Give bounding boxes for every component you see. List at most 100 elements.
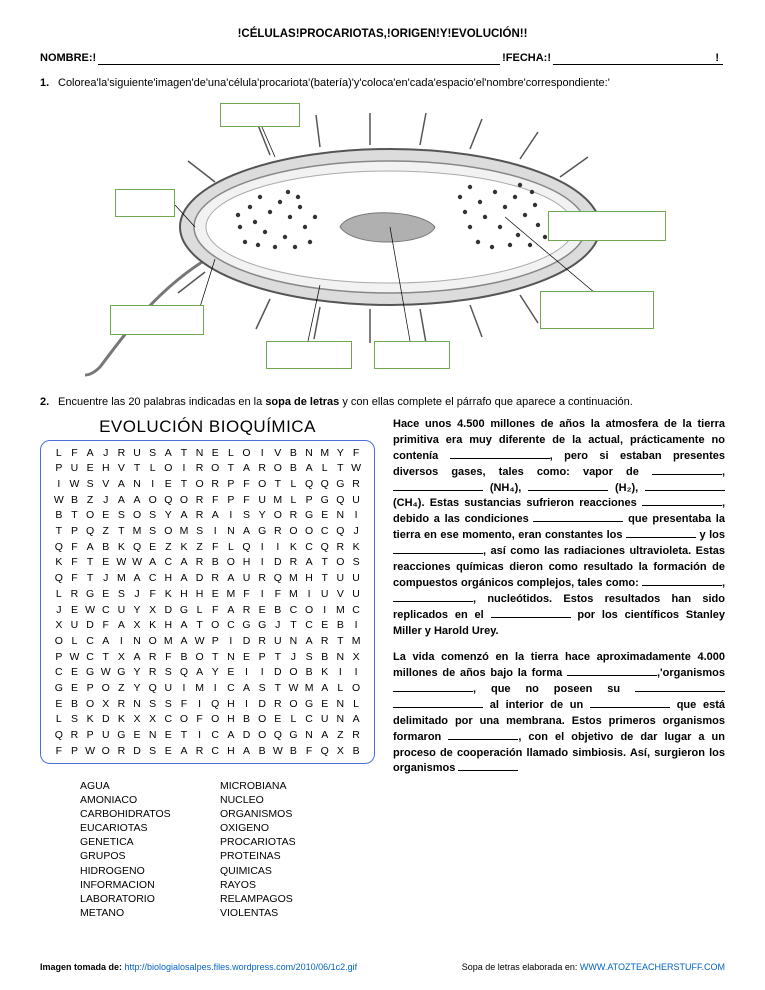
ws-cell[interactable]: V — [333, 586, 349, 602]
ws-cell[interactable]: X — [114, 649, 130, 665]
ws-cell[interactable]: S — [239, 508, 255, 524]
ws-cell[interactable]: I — [176, 680, 192, 696]
ws-cell[interactable]: G — [254, 617, 270, 633]
ws-cell[interactable]: O — [254, 476, 270, 492]
ws-cell[interactable]: Q — [145, 680, 161, 696]
ws-cell[interactable]: E — [239, 649, 255, 665]
ws-cell[interactable]: F — [67, 539, 83, 555]
ws-cell[interactable]: O — [270, 508, 286, 524]
ws-cell[interactable]: T — [114, 523, 130, 539]
ws-cell[interactable]: N — [333, 711, 349, 727]
ws-cell[interactable]: L — [67, 633, 83, 649]
ws-cell[interactable]: B — [51, 508, 67, 524]
ws-cell[interactable]: K — [286, 539, 302, 555]
blank[interactable] — [642, 576, 722, 586]
ws-cell[interactable]: A — [301, 555, 317, 571]
ws-cell[interactable]: I — [270, 539, 286, 555]
ws-cell[interactable]: A — [176, 570, 192, 586]
ws-cell[interactable]: W — [286, 680, 302, 696]
diagram-label-box[interactable] — [220, 103, 300, 127]
ws-cell[interactable]: S — [192, 523, 208, 539]
ws-cell[interactable]: W — [114, 555, 130, 571]
ws-cell[interactable]: I — [254, 555, 270, 571]
ws-cell[interactable]: G — [82, 664, 98, 680]
ws-cell[interactable]: J — [98, 492, 114, 508]
blank[interactable] — [491, 608, 571, 618]
name-input-line[interactable] — [98, 52, 500, 65]
ws-cell[interactable]: N — [129, 476, 145, 492]
ws-cell[interactable]: Q — [333, 523, 349, 539]
ws-cell[interactable]: D — [98, 711, 114, 727]
ws-cell[interactable]: S — [145, 445, 161, 461]
diagram-label-box[interactable] — [110, 305, 204, 335]
ws-cell[interactable]: H — [192, 586, 208, 602]
blank[interactable] — [626, 528, 696, 538]
ws-cell[interactable]: D — [254, 696, 270, 712]
ws-cell[interactable]: N — [129, 696, 145, 712]
ws-cell[interactable]: U — [348, 586, 364, 602]
ws-cell[interactable]: G — [301, 696, 317, 712]
ws-cell[interactable]: B — [239, 711, 255, 727]
ws-cell[interactable]: C — [223, 617, 239, 633]
ws-cell[interactable]: Q — [301, 476, 317, 492]
blank[interactable] — [642, 496, 722, 506]
ws-cell[interactable]: O — [176, 492, 192, 508]
ws-cell[interactable]: X — [51, 617, 67, 633]
ws-cell[interactable]: Q — [176, 664, 192, 680]
ws-cell[interactable]: K — [160, 586, 176, 602]
ws-cell[interactable]: L — [286, 476, 302, 492]
ws-cell[interactable]: U — [348, 570, 364, 586]
ws-cell[interactable]: O — [270, 460, 286, 476]
ws-cell[interactable]: D — [239, 633, 255, 649]
ws-cell[interactable]: D — [239, 727, 255, 743]
ws-cell[interactable]: F — [207, 602, 223, 618]
ws-cell[interactable]: E — [67, 602, 83, 618]
ws-cell[interactable]: O — [348, 680, 364, 696]
ws-cell[interactable]: A — [348, 711, 364, 727]
ws-cell[interactable]: H — [223, 696, 239, 712]
ws-cell[interactable]: T — [192, 617, 208, 633]
ws-cell[interactable]: I — [223, 633, 239, 649]
ws-cell[interactable]: O — [301, 602, 317, 618]
ws-cell[interactable]: A — [176, 633, 192, 649]
ws-cell[interactable]: E — [160, 727, 176, 743]
ws-cell[interactable]: W — [192, 633, 208, 649]
ws-cell[interactable]: A — [223, 727, 239, 743]
ws-cell[interactable]: P — [207, 633, 223, 649]
ws-cell[interactable]: W — [67, 649, 83, 665]
ws-cell[interactable]: I — [192, 696, 208, 712]
ws-cell[interactable]: F — [348, 445, 364, 461]
ws-cell[interactable]: F — [270, 586, 286, 602]
ws-cell[interactable]: I — [301, 586, 317, 602]
ws-cell[interactable]: R — [192, 508, 208, 524]
ws-cell[interactable]: S — [114, 508, 130, 524]
ws-cell[interactable]: C — [82, 649, 98, 665]
ws-cell[interactable]: O — [192, 649, 208, 665]
ws-cell[interactable]: I — [207, 680, 223, 696]
ws-cell[interactable]: N — [286, 633, 302, 649]
ws-cell[interactable]: H — [160, 617, 176, 633]
ws-cell[interactable]: A — [176, 555, 192, 571]
ws-cell[interactable]: B — [286, 460, 302, 476]
ws-cell[interactable]: T — [286, 617, 302, 633]
ws-cell[interactable]: F — [98, 617, 114, 633]
ws-cell[interactable]: O — [98, 680, 114, 696]
ws-cell[interactable]: M — [333, 602, 349, 618]
blank[interactable] — [652, 465, 722, 475]
ws-cell[interactable]: I — [317, 602, 333, 618]
ws-cell[interactable]: C — [348, 602, 364, 618]
ws-cell[interactable]: E — [254, 602, 270, 618]
ws-cell[interactable]: Z — [333, 727, 349, 743]
ws-cell[interactable]: O — [192, 476, 208, 492]
ws-cell[interactable]: F — [176, 696, 192, 712]
ws-cell[interactable]: I — [207, 523, 223, 539]
ws-cell[interactable]: A — [114, 492, 130, 508]
ws-cell[interactable]: J — [270, 617, 286, 633]
ws-cell[interactable]: I — [254, 586, 270, 602]
ws-cell[interactable]: G — [254, 523, 270, 539]
ws-cell[interactable]: I — [176, 460, 192, 476]
ws-cell[interactable]: L — [145, 460, 161, 476]
ws-cell[interactable]: U — [333, 570, 349, 586]
ws-cell[interactable]: S — [254, 680, 270, 696]
blank[interactable] — [458, 761, 518, 771]
